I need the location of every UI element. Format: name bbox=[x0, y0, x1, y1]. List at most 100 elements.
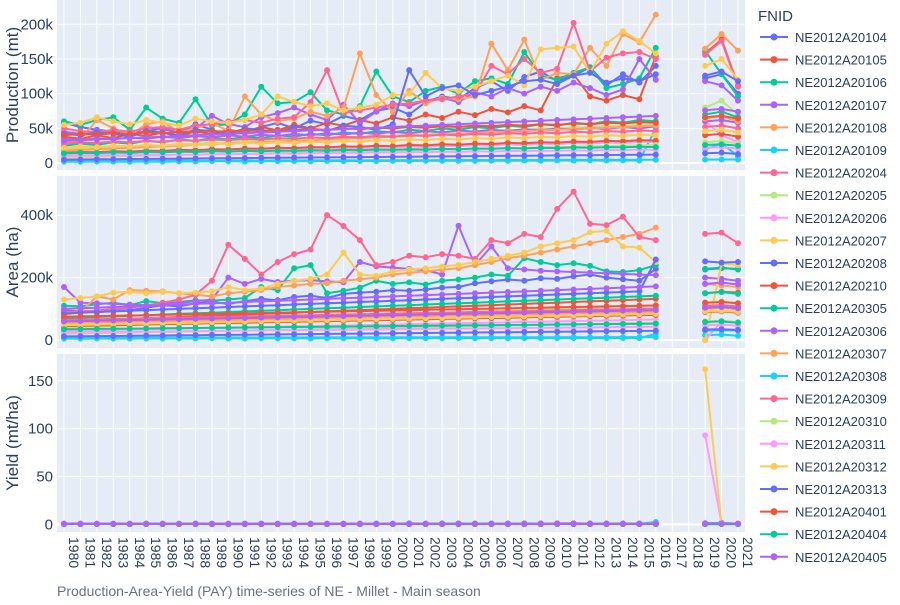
data-point bbox=[702, 128, 708, 134]
data-point bbox=[225, 290, 231, 296]
data-point bbox=[340, 313, 346, 319]
data-point bbox=[390, 287, 396, 293]
data-point bbox=[620, 92, 626, 98]
data-point bbox=[77, 333, 83, 339]
data-point bbox=[620, 75, 626, 81]
legend-label: NE2012A20205 bbox=[795, 188, 887, 203]
data-point bbox=[719, 304, 725, 310]
legend-item[interactable]: NE2012A20401 bbox=[760, 505, 887, 520]
legend-item[interactable]: NE2012A20106 bbox=[760, 75, 887, 90]
data-point bbox=[308, 118, 314, 124]
data-point bbox=[538, 268, 544, 274]
data-point bbox=[94, 305, 100, 311]
legend-item[interactable]: NE2012A20307 bbox=[760, 346, 887, 361]
data-point bbox=[636, 272, 642, 278]
data-point bbox=[735, 116, 741, 122]
data-point bbox=[719, 150, 725, 156]
legend-label: NE2012A20210 bbox=[795, 279, 887, 294]
legend-item[interactable]: NE2012A20404 bbox=[760, 527, 887, 542]
data-point bbox=[242, 117, 248, 123]
data-point bbox=[521, 322, 527, 328]
data-point bbox=[521, 288, 527, 294]
legend-item[interactable]: NE2012A20312 bbox=[760, 459, 887, 474]
legend-item[interactable]: NE2012A20107 bbox=[760, 98, 887, 113]
legend-item[interactable]: NE2012A20204 bbox=[760, 166, 887, 181]
data-point bbox=[406, 293, 412, 299]
data-point bbox=[406, 521, 412, 527]
data-point bbox=[308, 147, 314, 153]
legend-item[interactable]: NE2012A20206 bbox=[760, 211, 887, 226]
data-point bbox=[719, 127, 725, 133]
data-point bbox=[258, 148, 264, 154]
data-point bbox=[291, 105, 297, 111]
data-point bbox=[554, 66, 560, 72]
data-point bbox=[620, 152, 626, 158]
legend-item[interactable]: NE2012A20208 bbox=[760, 256, 887, 271]
data-point bbox=[538, 107, 544, 113]
legend-item[interactable]: NE2012A20311 bbox=[760, 437, 886, 452]
legend[interactable]: FNID NE2012A20104NE2012A20105NE2012A2010… bbox=[758, 8, 887, 565]
x-tick-label: 2014 bbox=[625, 537, 641, 568]
legend-item[interactable]: NE2012A20104 bbox=[760, 30, 887, 45]
legend-item[interactable]: NE2012A20207 bbox=[760, 233, 887, 248]
data-point bbox=[324, 521, 330, 527]
legend-items[interactable]: NE2012A20104 NE2012A20105 NE2012A20106 NE20… bbox=[760, 30, 887, 565]
legend-label: NE2012A20307 bbox=[795, 346, 887, 361]
y-axis-title: Yield (mt/ha) bbox=[3, 395, 22, 491]
legend-item[interactable]: NE2012A20105 bbox=[760, 53, 887, 68]
y-tick-label: 0 bbox=[45, 332, 53, 349]
legend-item[interactable]: NE2012A20108 bbox=[760, 120, 887, 135]
data-point bbox=[702, 46, 708, 52]
legend-item[interactable]: NE2012A20313 bbox=[760, 482, 887, 497]
data-point bbox=[620, 243, 626, 249]
data-point bbox=[225, 521, 231, 527]
data-point bbox=[603, 270, 609, 276]
data-point bbox=[603, 85, 609, 91]
data-point bbox=[357, 272, 363, 278]
legend-item[interactable]: NE2012A20308 bbox=[760, 369, 887, 384]
data-point bbox=[373, 294, 379, 300]
legend-item[interactable]: NE2012A20405 bbox=[760, 550, 887, 565]
data-point bbox=[308, 276, 314, 282]
data-point bbox=[653, 321, 659, 327]
legend-label: NE2012A20305 bbox=[795, 301, 887, 316]
legend-item[interactable]: NE2012A20210 bbox=[760, 279, 887, 294]
data-point bbox=[127, 135, 133, 141]
data-point bbox=[357, 154, 363, 160]
data-point bbox=[554, 334, 560, 340]
legend-item[interactable]: NE2012A20309 bbox=[760, 392, 887, 407]
data-point bbox=[554, 88, 560, 94]
data-point bbox=[636, 49, 642, 55]
data-point bbox=[603, 334, 609, 340]
legend-swatch-marker bbox=[771, 237, 778, 244]
data-point bbox=[554, 329, 560, 335]
legend-item[interactable]: NE2012A20310 bbox=[760, 414, 887, 429]
data-point bbox=[439, 521, 445, 527]
data-point bbox=[308, 109, 314, 115]
x-tick-label: 2010 bbox=[559, 537, 575, 568]
legend-item[interactable]: NE2012A20205 bbox=[760, 188, 887, 203]
legend-swatch-marker bbox=[771, 373, 778, 380]
data-point bbox=[373, 521, 379, 527]
data-point bbox=[735, 143, 741, 149]
data-point bbox=[636, 132, 642, 138]
data-point bbox=[538, 84, 544, 90]
legend-item[interactable]: NE2012A20305 bbox=[760, 301, 887, 316]
data-point bbox=[735, 157, 741, 163]
data-point bbox=[258, 111, 264, 117]
y-tick-label: 150k bbox=[20, 51, 53, 68]
data-point bbox=[439, 292, 445, 298]
data-point bbox=[735, 48, 741, 54]
data-point bbox=[258, 298, 264, 304]
data-point bbox=[735, 151, 741, 157]
data-point bbox=[77, 143, 83, 149]
data-point bbox=[636, 56, 642, 62]
legend-item[interactable]: NE2012A20109 bbox=[760, 143, 887, 158]
data-point bbox=[225, 242, 231, 248]
data-point bbox=[209, 113, 215, 119]
data-point bbox=[242, 93, 248, 99]
legend-item[interactable]: NE2012A20306 bbox=[760, 324, 887, 339]
data-point bbox=[193, 316, 199, 322]
data-point bbox=[291, 114, 297, 120]
